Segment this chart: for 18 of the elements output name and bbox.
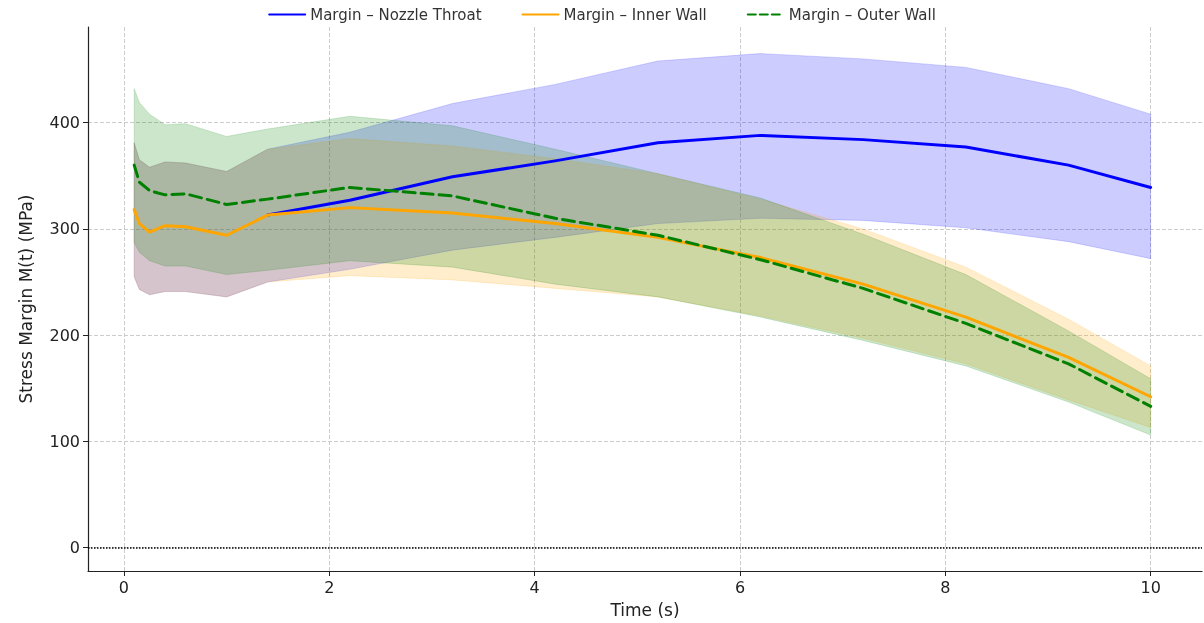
y-tick-label: 400 bbox=[49, 113, 80, 133]
x-tick-label: 4 bbox=[529, 577, 540, 597]
y-tick-label: 300 bbox=[49, 219, 80, 239]
x-tick-label: 6 bbox=[734, 577, 746, 597]
y-tick-label: 0 bbox=[69, 538, 80, 558]
y-tick-label: 100 bbox=[49, 431, 80, 451]
legend-label: Margin – Inner Wall bbox=[563, 5, 707, 24]
y-axis-title: Stress Margin M(t) (MPa) bbox=[15, 194, 36, 404]
y-tick-label: 200 bbox=[49, 325, 80, 345]
x-axis-title: Time (s) bbox=[609, 599, 680, 620]
x-tick-label: 10 bbox=[1140, 577, 1161, 597]
x-tick-label: 0 bbox=[118, 577, 130, 597]
legend-label: Margin – Outer Wall bbox=[788, 5, 936, 24]
x-tick-label: 8 bbox=[940, 577, 951, 597]
x-tick-label: 2 bbox=[324, 577, 335, 597]
line-series bbox=[132, 163, 1153, 408]
legend-label: Margin – Nozzle Throat bbox=[310, 5, 482, 24]
line-series bbox=[132, 206, 1153, 399]
